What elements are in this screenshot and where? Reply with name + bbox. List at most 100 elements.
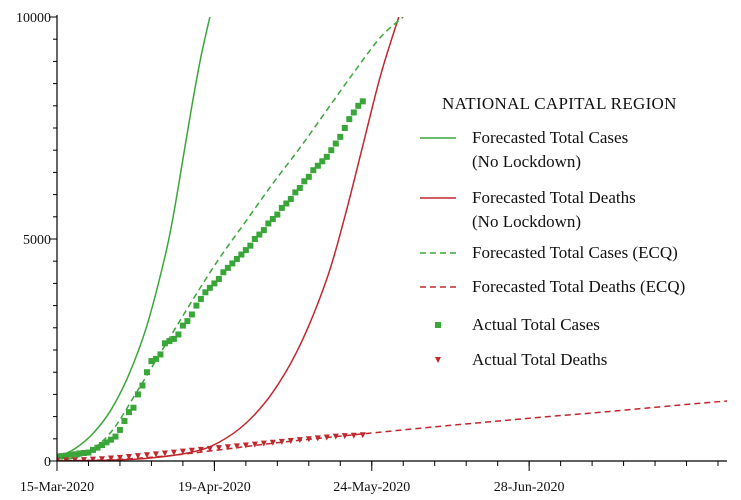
case-point [346, 116, 353, 123]
case-point [89, 446, 96, 453]
legend-label: (No Lockdown) [472, 212, 581, 231]
case-point [67, 451, 74, 458]
series-layer [57, 17, 727, 461]
case-point [305, 173, 312, 180]
case-point [103, 439, 110, 446]
legend-title: NATIONAL CAPITAL REGION [442, 94, 677, 113]
case-point [76, 450, 83, 457]
death-point [152, 451, 159, 458]
legend-label: Forecasted Total Deaths (ECQ) [472, 277, 685, 296]
case-point [71, 451, 78, 458]
death-point [350, 432, 357, 439]
case-point [184, 318, 191, 325]
death-point [134, 453, 141, 460]
case-point [301, 178, 308, 185]
death-point [323, 434, 330, 441]
death-point [341, 433, 348, 440]
case-point [112, 433, 119, 440]
case-point [341, 125, 348, 131]
series-line-3 [57, 400, 727, 461]
case-point [229, 260, 236, 267]
case-point [323, 153, 330, 160]
death-point [332, 433, 339, 440]
case-point [98, 442, 105, 449]
y-tick-label: 5000 [23, 233, 51, 248]
series-line-1 [57, 17, 400, 461]
case-point [107, 436, 114, 443]
case-point [206, 284, 213, 291]
case-point [242, 247, 249, 254]
death-point [215, 445, 222, 452]
case-point [292, 189, 299, 196]
case-point [175, 331, 182, 338]
x-tick-label: 28-Jun-2020 [494, 480, 565, 495]
case-point [251, 236, 258, 242]
death-point [359, 432, 366, 439]
case-point [355, 102, 362, 109]
case-point [211, 280, 218, 287]
case-point [296, 184, 303, 191]
case-point [233, 255, 240, 262]
case-point [143, 369, 150, 376]
case-point [283, 200, 290, 207]
case-point [278, 204, 285, 211]
case-point [202, 289, 209, 296]
case-point [94, 444, 101, 451]
death-point [305, 436, 312, 443]
death-point [260, 440, 267, 447]
case-point [188, 311, 195, 318]
case-point [139, 382, 146, 389]
x-tick-label: 15-Mar-2020 [20, 480, 94, 495]
death-point [62, 457, 69, 461]
series-line-2 [57, 17, 404, 461]
case-point [287, 196, 294, 203]
death-point [188, 447, 195, 454]
case-point [161, 340, 168, 347]
case-point [152, 355, 159, 362]
case-point [260, 227, 267, 234]
legend-layer: NATIONAL CAPITAL REGION Forecasted Total … [420, 94, 685, 369]
death-point [71, 457, 78, 461]
death-point [224, 444, 231, 451]
death-point [206, 446, 213, 453]
legend-label: Actual Total Deaths [472, 350, 607, 369]
death-point [143, 452, 150, 459]
case-point [179, 322, 186, 329]
case-point [170, 335, 177, 342]
death-point [287, 438, 294, 445]
legend-label: Forecasted Total Cases [472, 128, 628, 147]
legend-label: Forecasted Total Cases (ECQ) [472, 243, 678, 262]
axes-layer: 15-Mar-2020 19-Apr-2020 24-May-2020 28-Jun-… [16, 11, 727, 495]
y-tick-label: 10000 [16, 11, 51, 26]
death-point [251, 441, 258, 448]
case-point [80, 450, 87, 457]
case-point [148, 358, 155, 365]
death-point [233, 443, 240, 450]
case-point [265, 220, 272, 227]
case-point [116, 426, 123, 433]
case-point [256, 231, 263, 238]
death-point [98, 456, 105, 461]
case-point [350, 109, 357, 116]
death-point [278, 438, 285, 445]
series-line-0 [57, 17, 211, 459]
death-point [179, 448, 186, 455]
death-point [116, 454, 123, 461]
case-point [314, 162, 321, 169]
death-point [296, 437, 303, 444]
case-point [62, 452, 69, 459]
case-point [134, 391, 141, 398]
death-point [80, 457, 87, 461]
case-point [238, 251, 245, 258]
case-point [328, 147, 335, 154]
legend-triangle-swatch [435, 357, 441, 363]
case-point [332, 140, 339, 147]
case-point [274, 211, 281, 218]
death-point [314, 435, 321, 442]
death-point [269, 439, 276, 446]
x-tick-label: 19-Apr-2020 [178, 480, 251, 495]
legend-square-swatch [435, 322, 441, 328]
death-point [170, 449, 177, 456]
